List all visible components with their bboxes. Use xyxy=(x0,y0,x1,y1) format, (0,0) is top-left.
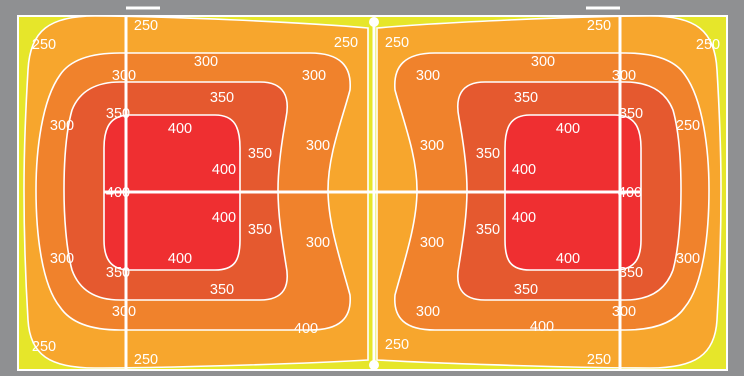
label-300: 300 xyxy=(416,68,440,84)
label-300: 300 xyxy=(420,138,444,154)
label-250: 250 xyxy=(587,18,611,34)
label-300: 300 xyxy=(612,68,636,84)
label-250: 250 xyxy=(32,37,56,53)
label-350: 350 xyxy=(248,146,272,162)
label-250: 250 xyxy=(696,37,720,53)
label-300: 300 xyxy=(112,304,136,320)
label-300: 400 xyxy=(294,321,318,337)
label-400: 400 xyxy=(618,185,642,201)
label-300: 300 xyxy=(112,68,136,84)
contour-labels-left: 250 250 250 250 250 300 300 300 300 300 … xyxy=(32,18,358,368)
label-250: 250 xyxy=(385,35,409,51)
label-400: 400 xyxy=(168,251,192,267)
label-300: 300 xyxy=(50,251,74,267)
label-400: 400 xyxy=(556,251,580,267)
label-250: 250 xyxy=(134,18,158,34)
label-350: 350 xyxy=(514,90,538,106)
label-300: 400 xyxy=(530,319,554,335)
label-300: 300 xyxy=(612,304,636,320)
label-350: 350 xyxy=(106,265,130,281)
bottom-post-marker xyxy=(369,360,379,370)
label-300: 300 xyxy=(420,235,444,251)
label-300: 300 xyxy=(194,54,218,70)
top-post-marker xyxy=(369,17,379,27)
label-350: 350 xyxy=(476,146,500,162)
label-400: 400 xyxy=(512,210,536,226)
label-250: 250 xyxy=(134,352,158,368)
label-400: 400 xyxy=(168,121,192,137)
label-250: 250 xyxy=(385,337,409,353)
court-markings xyxy=(104,6,640,370)
label-350: 350 xyxy=(619,265,643,281)
label-300: 300 xyxy=(50,118,74,134)
label-350: 350 xyxy=(514,282,538,298)
label-400: 400 xyxy=(106,185,130,201)
field-frame xyxy=(17,15,728,371)
label-400: 400 xyxy=(212,162,236,178)
label-250: 250 xyxy=(334,35,358,51)
label-400: 400 xyxy=(556,121,580,137)
label-300: 300 xyxy=(676,251,700,267)
label-350: 350 xyxy=(619,106,643,122)
label-300: 300 xyxy=(416,304,440,320)
label-400: 400 xyxy=(512,162,536,178)
label-300: 300 xyxy=(531,54,555,70)
label-250: 250 xyxy=(587,352,611,368)
label-350: 350 xyxy=(106,106,130,122)
label-350: 350 xyxy=(248,222,272,238)
label-300: 300 xyxy=(306,138,330,154)
label-350: 350 xyxy=(210,90,234,106)
label-300: 300 xyxy=(306,235,330,251)
label-300: 300 xyxy=(302,68,326,84)
label-350: 350 xyxy=(476,222,500,238)
label-250: 250 xyxy=(32,339,56,355)
contour-labels-right: 250 250 250 250 250 250 300 300 300 300 … xyxy=(385,18,720,368)
label-250: 250 xyxy=(676,118,700,134)
label-400: 400 xyxy=(212,210,236,226)
label-350: 350 xyxy=(210,282,234,298)
